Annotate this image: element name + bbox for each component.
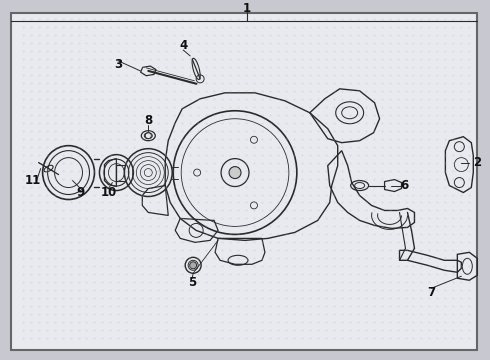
Text: 6: 6	[400, 179, 409, 192]
Circle shape	[190, 262, 196, 269]
Text: 2: 2	[473, 156, 481, 169]
Text: 8: 8	[144, 114, 152, 127]
Text: 3: 3	[114, 58, 122, 71]
Text: 10: 10	[100, 186, 117, 199]
Text: 11: 11	[24, 174, 41, 187]
Text: 9: 9	[76, 186, 85, 199]
Text: 5: 5	[188, 276, 196, 289]
Circle shape	[229, 167, 241, 179]
Text: 7: 7	[427, 286, 436, 299]
Text: 4: 4	[179, 40, 187, 53]
Text: 1: 1	[243, 1, 251, 15]
